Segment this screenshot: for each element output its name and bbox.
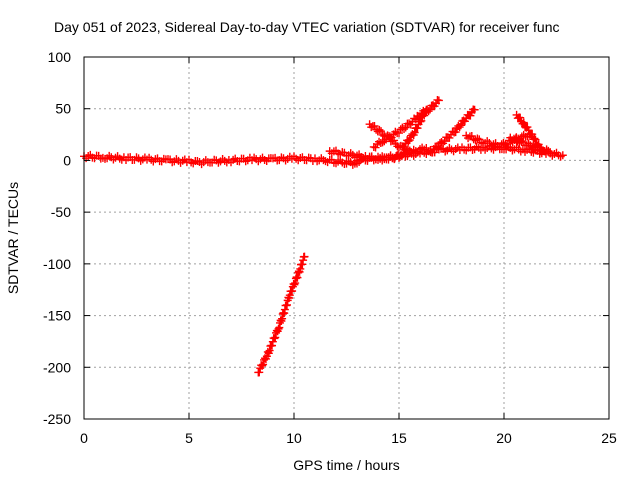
series-arc-d <box>399 95 443 152</box>
series-arc-h <box>506 133 555 157</box>
chart-title: Day 051 of 2023, Sidereal Day-to-day VTE… <box>54 19 560 35</box>
x-tick-label: 15 <box>391 430 407 446</box>
y-axis-label: SDTVAR / TECUs <box>5 182 21 294</box>
y-tick-label: -200 <box>43 359 71 375</box>
x-axis-label: GPS time / hours <box>293 457 400 473</box>
x-tick-label: 25 <box>601 430 617 446</box>
x-tick-label: 20 <box>496 430 512 446</box>
series-main-band <box>80 150 361 169</box>
y-tick-label: 100 <box>48 49 72 65</box>
x-tick-label: 5 <box>185 430 193 446</box>
y-tick-label: 0 <box>63 152 71 168</box>
y-tick-label: 50 <box>55 101 71 117</box>
plot-frame <box>83 56 610 420</box>
y-tick-label: -250 <box>43 411 71 427</box>
grid <box>84 57 609 419</box>
marker-trail <box>325 146 414 165</box>
marker-trail <box>506 133 555 157</box>
series-arc-c <box>365 120 431 157</box>
marker-trail <box>365 120 431 157</box>
data-series <box>80 95 567 377</box>
marker-trail <box>399 95 443 152</box>
series-arc-e <box>426 105 479 157</box>
tick-labels: 0 5 10 15 20 25 100 50 0 -50 -100 -150 -200 -250 <box>43 49 617 446</box>
y-tick-label: -150 <box>43 308 71 324</box>
series-arc-a <box>325 146 414 165</box>
axis-ticks <box>83 56 610 420</box>
y-tick-label: -100 <box>43 256 71 272</box>
x-tick-label: 10 <box>286 430 302 446</box>
marker-trail <box>254 252 309 377</box>
series-steep-drop <box>254 252 309 377</box>
y-tick-label: -50 <box>51 204 71 220</box>
marker-trail <box>426 105 479 157</box>
x-tick-label: 0 <box>80 430 88 446</box>
marker-trail <box>80 150 361 169</box>
